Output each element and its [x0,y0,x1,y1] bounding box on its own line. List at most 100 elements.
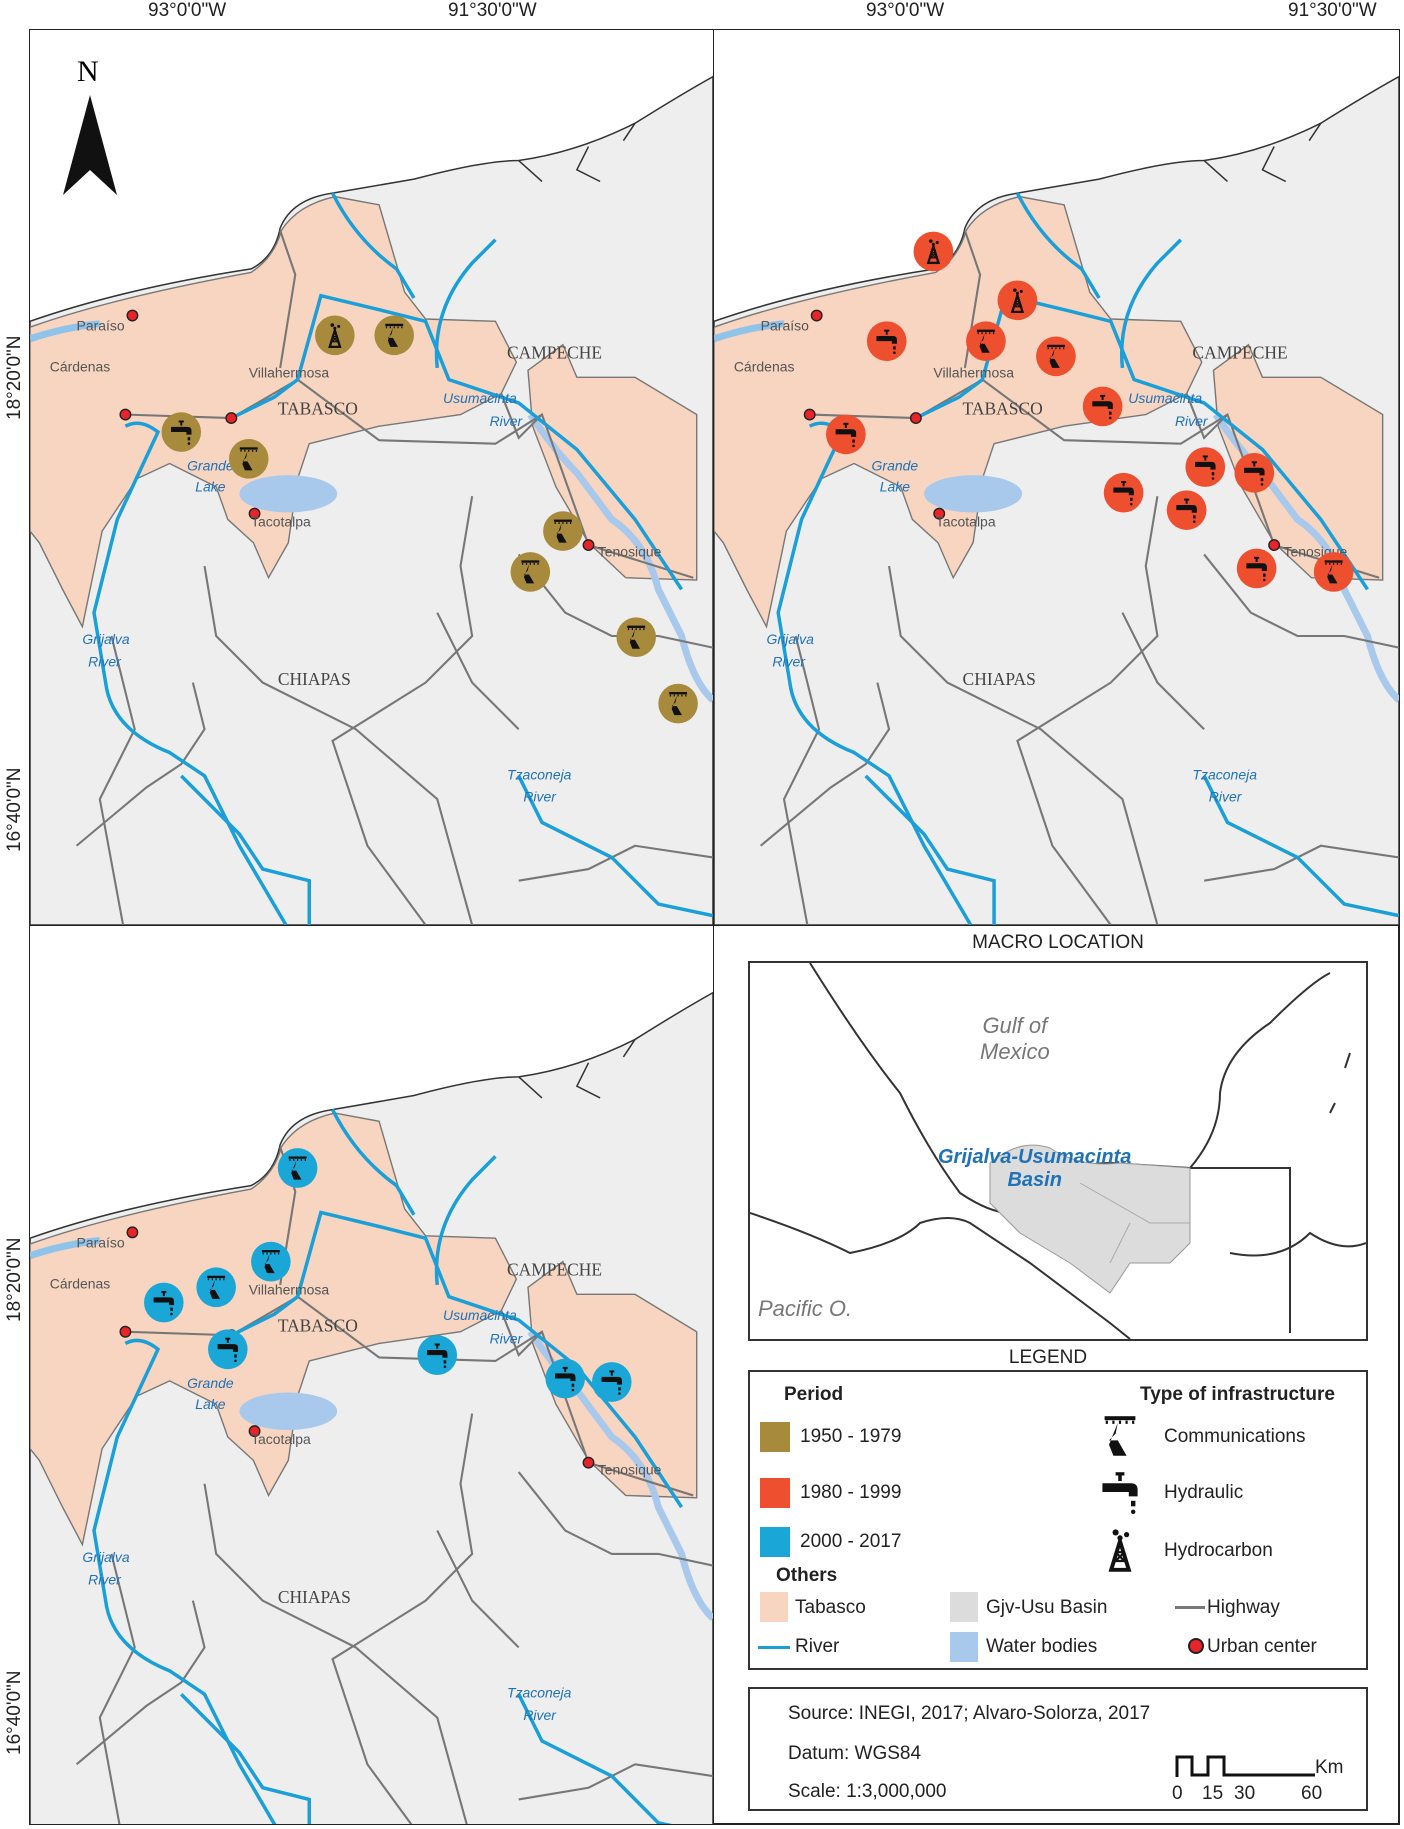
map-feature [1203,122,1322,183]
communications-marker[interactable] [658,683,698,724]
map-feature [30,1237,101,1260]
hydrocarbon-marker[interactable] [315,315,355,356]
map-feature [1015,192,1101,299]
legend-tabasco: Tabasco [795,1597,866,1618]
place-label-campeche: CAMPECHE [507,343,602,363]
north-label: N [77,55,99,88]
map-feature [1185,393,1229,440]
gulf-label-line1: Gulf of [982,1013,1048,1038]
map-feature [203,565,474,925]
north-arrow-icon [63,95,117,195]
map-feature [1203,553,1399,649]
map-feature [436,612,520,730]
hydraulic-marker[interactable] [866,321,907,361]
hydraulic-marker[interactable] [826,414,866,455]
legend-urban: Urban center [1207,1636,1317,1657]
map-feature [517,1471,713,1567]
place-label-paraiso: Paraíso [761,318,809,334]
urban-center-dot [119,408,132,421]
hydraulic-marker[interactable] [1166,490,1207,530]
hydraulic-marker[interactable] [1234,453,1275,493]
swatch-tabasco [760,1592,788,1622]
scale-text: Scale: 1:3,000,000 [788,1781,947,1802]
marker-circle [658,683,698,724]
hydraulic-marker[interactable] [591,1362,632,1402]
period-label-2000-2017: 2000 - 2017 [800,1531,902,1552]
marker-circle [966,321,1006,361]
urban-center-dot [909,412,922,425]
hydraulic-marker[interactable] [1185,447,1226,487]
lat-label-16-40n-top: 16°40'0"N [4,767,25,852]
type-label-hydrocarbon: Hydrocarbon [1164,1540,1273,1561]
urban-center-dot [582,1456,595,1469]
hydraulic-marker[interactable] [545,1358,586,1399]
hydraulic-marker[interactable] [1103,472,1144,513]
marker-circle [913,231,954,272]
marker-circle [1082,386,1123,427]
marker-circle [1234,453,1275,493]
communications-marker[interactable] [1313,552,1354,592]
map-feature [500,393,543,440]
legend-water: Water bodies [986,1636,1098,1657]
map-feature [1120,238,1183,369]
communications-marker[interactable] [374,315,414,356]
basin-label-line2: Basin [1007,1169,1062,1191]
hydraulic-marker[interactable] [144,1282,184,1323]
map-feature [75,1600,206,1766]
legend-basin: Gjv-Usu Basin [986,1597,1108,1618]
map-feature [92,192,713,925]
hydraulic-marker[interactable] [1082,386,1123,427]
hydrocarbon-marker[interactable] [997,280,1038,321]
type-label-hydraulic: Hydraulic [1164,1482,1244,1503]
communications-marker[interactable] [1036,336,1076,377]
tabasco-east [1212,343,1384,581]
communications-marker[interactable] [966,321,1006,361]
map-feature [230,293,684,591]
macro-location-map: Gulf of Mexico Grijalva-Usumacinta Basin… [748,961,1368,1341]
place-label-cardenas: Cárdenas [50,1275,110,1291]
urban-center-dot [933,507,946,520]
communications-marker[interactable] [196,1267,236,1308]
communications-marker[interactable] [277,1148,318,1188]
marker-circle [997,280,1038,321]
map-svg: Paraíso Cárdenas Villahermosa TABASCO CAMPEC… [714,30,1399,925]
map-feature [331,495,474,925]
map-panel-2000-2017: Paraíso Cárdenas Villahermosa TABASCO CAMPEC… [29,925,714,1825]
map-feature [279,230,297,369]
grande-lake [239,475,338,513]
lat-label-18-20n-top: 18°20'0"N [4,335,25,420]
hydrocarbon-marker[interactable] [913,231,954,272]
map-panel-1950-1979: Paraíso Cárdenas Villahermosa TABASCO CAMPEC… [29,29,714,926]
hydraulic-marker[interactable] [161,412,202,452]
pacific-label: Pacific O. [758,1296,853,1321]
marker-circle [228,439,269,479]
map-feature [915,293,1369,591]
map-feature [180,774,311,925]
tabasco-west [30,1112,518,1547]
communications-marker[interactable] [510,552,551,592]
urban-center-dot [248,1425,261,1438]
hydraulic-marker[interactable] [417,1335,458,1375]
hydraulic-marker[interactable] [208,1329,248,1370]
lon-label-93w-left: 93°0'0"W [148,0,227,21]
communications-marker[interactable] [251,1241,291,1282]
map-feature [518,122,636,183]
place-label-grande-2: Lake [880,478,911,494]
hydraulic-marker[interactable] [1236,548,1277,589]
communications-marker[interactable] [543,511,583,551]
place-label-grijalva-1: Grijalva [767,631,815,647]
basin-label-line1: Grijalva-Usumacinta [938,1146,1132,1168]
swatch-water-bodies [950,1632,978,1662]
lat-label-18-20n-bottom: 18°20'0"N [4,1237,25,1322]
map-feature [518,1038,636,1099]
type-label-communications: Communications [1164,1426,1306,1447]
swatch-basin [950,1592,978,1622]
scale-unit: Km [1315,1757,1344,1778]
period-header: Period [784,1384,844,1405]
communications-marker[interactable] [616,617,656,657]
macro-map-svg [749,962,1367,1340]
communications-marker[interactable] [228,439,269,479]
map-feature [1016,495,1159,925]
marker-circle [196,1267,236,1308]
map-feature [776,421,973,925]
